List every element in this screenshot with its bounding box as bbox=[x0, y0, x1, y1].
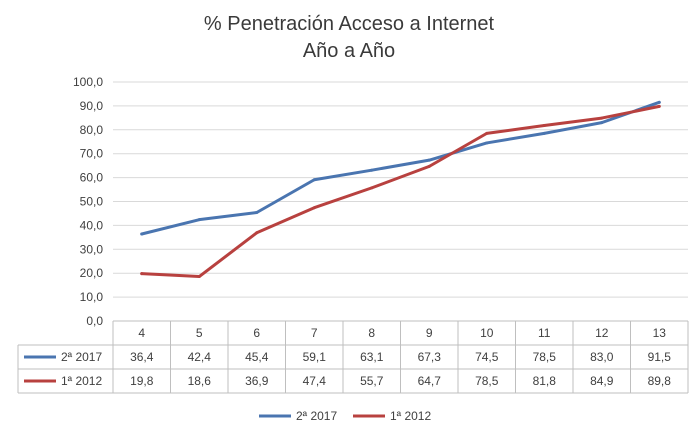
data-point bbox=[312, 178, 316, 182]
series-line bbox=[140, 100, 661, 236]
x-category-label: 7 bbox=[311, 326, 318, 340]
data-label: 55,7 bbox=[360, 374, 384, 388]
data-point bbox=[197, 275, 201, 279]
data-label: 89,8 bbox=[648, 374, 672, 388]
x-category-label: 11 bbox=[538, 326, 551, 340]
data-point bbox=[370, 168, 374, 172]
y-tick-label: 50,0 bbox=[80, 195, 104, 209]
data-label: 36,4 bbox=[130, 350, 154, 364]
y-tick-label: 10,0 bbox=[80, 290, 104, 304]
data-point bbox=[485, 131, 489, 135]
data-label: 78,5 bbox=[475, 374, 499, 388]
data-point bbox=[542, 123, 546, 127]
chart-title: % Penetración Acceso a Internet bbox=[204, 13, 495, 35]
x-category-label: 13 bbox=[653, 326, 667, 340]
data-label: 81,8 bbox=[533, 374, 557, 388]
data-label: 63,1 bbox=[360, 350, 384, 364]
x-category-label: 8 bbox=[368, 326, 375, 340]
data-point bbox=[255, 231, 259, 235]
y-axis: 0,0 10,0 20,0 30,0 40,0 50,0 60,0 70,0 80,0 90,0 1… bbox=[73, 75, 103, 328]
data-label: 45,4 bbox=[245, 350, 269, 364]
data-point bbox=[427, 164, 431, 168]
data-label: 42,4 bbox=[188, 350, 212, 364]
y-tick-label: 100,0 bbox=[73, 75, 103, 89]
data-label: 78,5 bbox=[533, 350, 557, 364]
data-point bbox=[485, 141, 489, 145]
x-category-label: 12 bbox=[595, 326, 609, 340]
series-line bbox=[140, 104, 661, 279]
data-label: 19,8 bbox=[130, 374, 154, 388]
data-point bbox=[140, 232, 144, 236]
data-point bbox=[600, 116, 604, 120]
y-tick-label: 90,0 bbox=[80, 99, 104, 113]
y-tick-label: 70,0 bbox=[80, 147, 104, 161]
data-point bbox=[197, 218, 201, 222]
y-tick-label: 20,0 bbox=[80, 266, 104, 280]
data-point bbox=[657, 100, 661, 104]
data-table: 4 5 6 7 8 9 10 11 12 13 2ª 2017 36,4 42,4 45,4 59,1 63,… bbox=[17, 320, 689, 394]
legend-label: 2ª 2017 bbox=[296, 409, 337, 423]
data-point bbox=[370, 186, 374, 190]
data-label: 67,3 bbox=[418, 350, 442, 364]
data-label: 47,4 bbox=[303, 374, 327, 388]
x-category-label: 6 bbox=[253, 326, 260, 340]
data-point bbox=[657, 104, 661, 108]
legend: 2ª 2017 1ª 2012 bbox=[259, 409, 431, 423]
data-label: 59,1 bbox=[303, 350, 327, 364]
data-label: 18,6 bbox=[188, 374, 212, 388]
data-label: 36,9 bbox=[245, 374, 269, 388]
x-category-label: 10 bbox=[480, 326, 494, 340]
data-label: 84,9 bbox=[590, 374, 614, 388]
data-point bbox=[600, 121, 604, 125]
data-point bbox=[255, 210, 259, 214]
table-series-name: 1ª 2012 bbox=[61, 374, 102, 388]
legend-label: 1ª 2012 bbox=[390, 409, 431, 423]
y-tick-label: 0,0 bbox=[86, 314, 103, 328]
y-tick-label: 40,0 bbox=[80, 218, 104, 232]
table-series-name: 2ª 2017 bbox=[61, 350, 102, 364]
chart-subtitle: Año a Año bbox=[303, 40, 395, 62]
data-point bbox=[140, 272, 144, 276]
x-category-label: 9 bbox=[426, 326, 433, 340]
data-label: 64,7 bbox=[418, 374, 442, 388]
data-point bbox=[542, 131, 546, 135]
y-tick-label: 30,0 bbox=[80, 242, 104, 256]
data-label: 91,5 bbox=[648, 350, 672, 364]
y-tick-label: 60,0 bbox=[80, 171, 104, 185]
x-category-label: 5 bbox=[196, 326, 203, 340]
data-point bbox=[427, 158, 431, 162]
series-lines bbox=[140, 100, 661, 279]
data-label: 74,5 bbox=[475, 350, 499, 364]
data-label: 83,0 bbox=[590, 350, 614, 364]
x-category-label: 4 bbox=[138, 326, 145, 340]
gridlines bbox=[113, 81, 688, 298]
data-point bbox=[312, 206, 316, 210]
y-tick-label: 80,0 bbox=[80, 123, 104, 137]
